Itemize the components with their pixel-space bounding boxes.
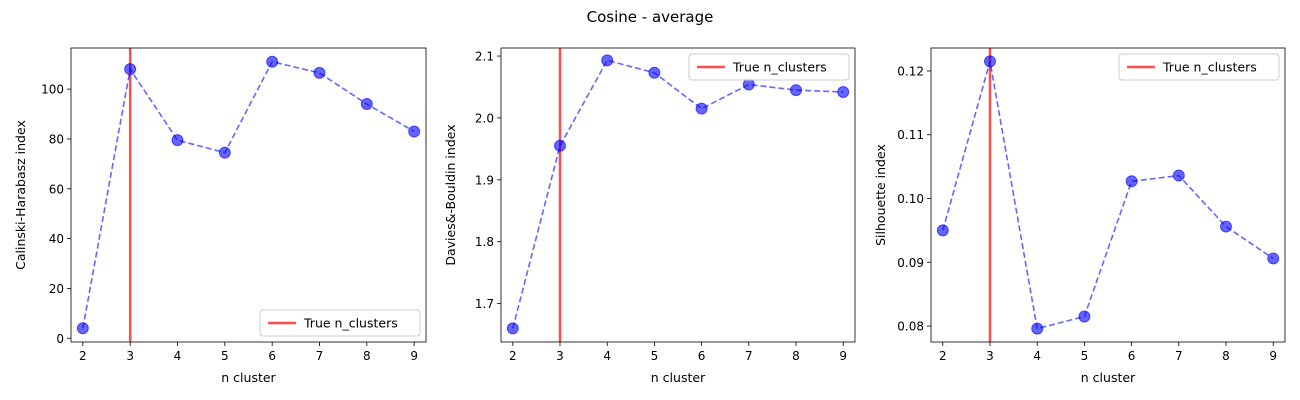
data-point — [218, 146, 231, 159]
legend-box — [688, 53, 850, 81]
y-axis-label: Davies&-Bouldin index — [443, 124, 458, 265]
series-line — [512, 59, 844, 329]
y-tick-label: 0.11 — [897, 128, 924, 142]
data-point — [76, 322, 89, 335]
data-point — [171, 134, 184, 147]
data-point — [984, 55, 996, 68]
data-point — [360, 98, 373, 111]
chart-panels: 2 3 4 5 6 7 8 9 0 20 40 60 80 100 n cluster Calinski-Ha… — [13, 47, 1286, 385]
x-tick-label: 9 — [1269, 349, 1277, 363]
x-tick-label: 2 — [939, 349, 947, 363]
data-point — [1078, 310, 1091, 323]
data-point — [695, 102, 708, 115]
y-tick-label: 2.0 — [475, 111, 494, 125]
x-tick-label: 8 — [363, 349, 371, 363]
axes-frame — [70, 47, 427, 343]
x-tick-label: 5 — [1081, 349, 1089, 363]
x-tick-label: 5 — [221, 349, 229, 363]
y-tick-label: 40 — [49, 232, 64, 246]
x-tick-label: 6 — [698, 349, 706, 363]
legend: True n_clusters — [688, 53, 850, 81]
series-line — [82, 60, 415, 329]
chart-panel-1: 2 3 4 5 6 7 8 9 0 20 40 60 80 100 n cluster Calinski-Ha… — [13, 47, 427, 385]
data-point — [313, 66, 326, 79]
data-point — [1125, 175, 1138, 188]
legend: True n_clusters — [259, 309, 421, 337]
data-point — [1267, 252, 1280, 265]
y-tick-label: 1.9 — [475, 173, 494, 187]
data-point — [648, 66, 661, 79]
x-tick-label: 9 — [839, 349, 847, 363]
y-axis-label: Calinski-Harabasz index — [13, 120, 28, 270]
y-tick-label: 80 — [49, 132, 64, 146]
chart-panel-2: 2 3 4 5 6 7 8 9 1.7 1.8 1.9 2.0 2.1 n cluster Davies&-… — [443, 47, 856, 385]
legend-box — [259, 309, 421, 337]
x-tick-label: 7 — [745, 349, 753, 363]
data-point — [601, 54, 614, 67]
data-point — [790, 84, 802, 97]
y-tick-label: 2.1 — [475, 50, 494, 64]
legend-label: True n_clusters — [732, 60, 827, 75]
axes-frame — [930, 47, 1286, 343]
legend-box — [1118, 53, 1280, 81]
x-tick-label: 2 — [509, 349, 517, 363]
chart-panel-3: 2 3 4 5 6 7 8 9 0.08 0.09 0.10 0.11 0.12 n cluster Sil… — [873, 47, 1286, 385]
legend-label: True n_clusters — [303, 316, 398, 331]
x-tick-label: 4 — [603, 349, 611, 363]
x-axis-label: n cluster — [651, 370, 706, 385]
data-point — [266, 55, 279, 68]
data-point — [936, 224, 949, 237]
y-axis-label: Silhouette index — [873, 144, 888, 246]
x-axis-label: n cluster — [1081, 370, 1136, 385]
figure-suptitle: Cosine - average — [587, 8, 714, 26]
x-tick-label: 3 — [126, 349, 134, 363]
y-tick-label: 0.10 — [897, 192, 924, 206]
x-tick-label: 3 — [986, 349, 994, 363]
x-tick-label: 7 — [1175, 349, 1183, 363]
x-tick-label: 6 — [1128, 349, 1136, 363]
data-point — [837, 85, 850, 98]
y-tick-label: 1.7 — [475, 297, 494, 311]
y-tick-label: 1.8 — [475, 235, 494, 249]
x-tick-label: 9 — [410, 349, 418, 363]
legend: True n_clusters — [1118, 53, 1280, 81]
y-tick-label: 0.08 — [897, 320, 924, 334]
x-tick-label: 8 — [792, 349, 800, 363]
data-point — [124, 63, 137, 76]
data-point — [1220, 220, 1232, 233]
y-tick-label: 20 — [49, 282, 64, 296]
x-tick-label: 4 — [174, 349, 182, 363]
data-point — [408, 125, 421, 138]
legend-label: True n_clusters — [1162, 60, 1257, 75]
y-tick-label: 0.12 — [897, 64, 924, 78]
x-tick-label: 5 — [651, 349, 659, 363]
x-axis-label: n cluster — [221, 370, 276, 385]
x-tick-label: 7 — [316, 349, 324, 363]
y-tick-label: 100 — [41, 83, 64, 97]
axes-frame — [500, 47, 856, 343]
data-point — [554, 139, 566, 152]
x-tick-label: 2 — [79, 349, 87, 363]
data-point — [506, 322, 519, 335]
series-line — [942, 61, 1274, 330]
x-tick-label: 6 — [268, 349, 276, 363]
y-tick-label: 0 — [56, 332, 64, 346]
data-point — [1031, 322, 1044, 335]
x-tick-label: 8 — [1222, 349, 1230, 363]
data-point — [1172, 169, 1185, 182]
data-point — [742, 78, 755, 91]
x-tick-label: 3 — [556, 349, 564, 363]
y-tick-label: 0.09 — [897, 256, 924, 270]
y-tick-label: 60 — [49, 182, 64, 196]
x-tick-label: 4 — [1033, 349, 1041, 363]
